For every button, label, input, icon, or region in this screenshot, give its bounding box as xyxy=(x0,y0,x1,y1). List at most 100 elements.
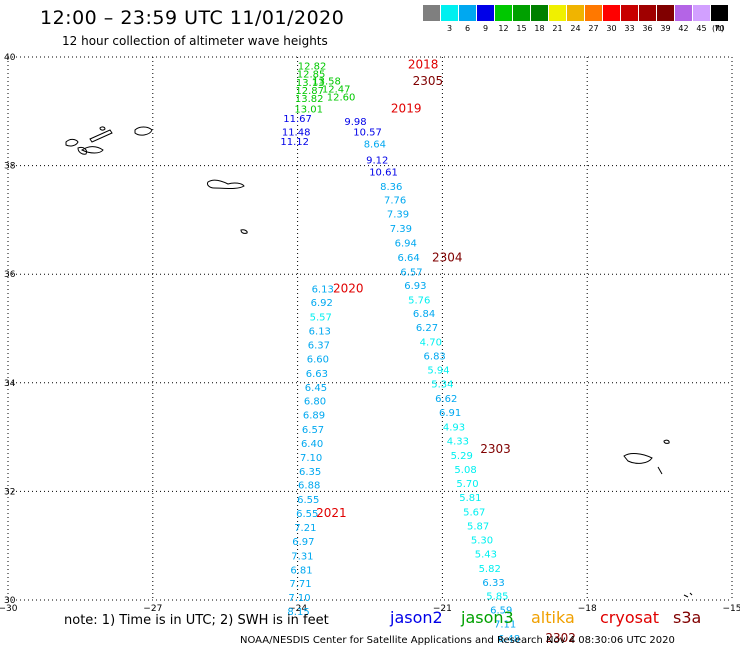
y-tick-label: 34 xyxy=(4,379,16,389)
swh-value: 6.62 xyxy=(435,394,457,405)
x-tick-label: −15 xyxy=(723,604,740,614)
legend-swatch-label: 42 xyxy=(678,24,689,33)
swh-value: 6.48 xyxy=(498,634,520,645)
island-santa-maria xyxy=(240,229,248,234)
legend-swatch xyxy=(585,5,602,21)
swh-value: 7.21 xyxy=(294,523,316,534)
y-tick-label: 36 xyxy=(4,270,16,280)
color-scale-legend: 3 6 9 12 15 18 21 24 27 30 33 36 39 42 45 70 xyxy=(423,5,729,35)
swh-value: 6.33 xyxy=(482,578,504,589)
swh-value: 6.13 xyxy=(312,285,334,296)
swh-value: 5.85 xyxy=(486,591,508,602)
swh-value: 6.83 xyxy=(424,351,446,362)
chart-subtitle: 12 hour collection of altimeter wave hei… xyxy=(62,34,328,48)
swh-value: 13.13 xyxy=(296,78,325,89)
swh-value: 6.91 xyxy=(439,408,461,419)
legend-swatch-label: 27 xyxy=(588,24,599,33)
legend-swatch xyxy=(711,5,728,21)
swh-value: 4.70 xyxy=(420,337,442,348)
legend-swatch-label: 24 xyxy=(570,24,581,33)
swh-value: 5.57 xyxy=(310,312,332,323)
swh-value: 6.92 xyxy=(311,298,333,309)
swh-value: 6.94 xyxy=(395,239,417,250)
x-tick-label: −27 xyxy=(143,604,162,614)
swh-value: 6.55 xyxy=(296,509,318,520)
track-time-label: 2305 xyxy=(413,74,444,88)
legend-swatch-label: 45 xyxy=(696,24,707,33)
swh-value: 6.27 xyxy=(416,323,438,334)
y-tick-label: 32 xyxy=(4,487,15,497)
island-canary-edge xyxy=(683,592,693,598)
y-tick-label: 30 xyxy=(4,596,16,606)
swh-value: 7.11 xyxy=(494,620,516,631)
track-time-label: 2020 xyxy=(333,282,364,296)
swh-value: 6.84 xyxy=(413,309,435,320)
legend-swatch-label: 15 xyxy=(516,24,527,33)
swh-value: 5.67 xyxy=(463,507,485,518)
x-tick-label: −21 xyxy=(433,604,452,614)
swh-value: 12.85 xyxy=(297,70,326,81)
track-time-label: 2302 xyxy=(545,631,576,645)
island-madeira xyxy=(623,453,653,464)
swh-value: 9.12 xyxy=(366,155,388,166)
x-tick-label: −30 xyxy=(0,604,18,614)
swh-value: 12.87 xyxy=(295,86,324,97)
track-time-label: 2019 xyxy=(391,101,422,115)
swh-value: 7.31 xyxy=(291,551,313,562)
legend-swatch-label: 70 xyxy=(714,24,725,33)
swh-value: 5.70 xyxy=(456,479,478,490)
legend-swatch xyxy=(495,5,512,21)
swh-value: 5.29 xyxy=(451,451,473,462)
swh-value: 8.15 xyxy=(287,607,309,618)
island-pico xyxy=(81,146,104,154)
swh-value: 12.47 xyxy=(322,84,351,95)
satellite-jason2: jason2 xyxy=(390,608,443,627)
swh-value: 4.93 xyxy=(443,423,465,434)
x-tick-label: −18 xyxy=(578,604,597,614)
footer-credit: NOAA/NESDIS Center for Satellite Applica… xyxy=(240,635,675,646)
legend-swatch xyxy=(639,5,656,21)
swh-value: 6.59 xyxy=(490,606,512,617)
swh-value: 6.37 xyxy=(308,341,330,352)
legend-swatch xyxy=(531,5,548,21)
swh-value: 5.76 xyxy=(408,296,430,307)
swh-value: 5.08 xyxy=(454,465,476,476)
swh-value: 6.64 xyxy=(397,253,419,264)
satellite-altika: altika xyxy=(531,608,575,627)
swh-value: 8.36 xyxy=(380,182,402,193)
swh-value: 8.64 xyxy=(364,140,386,151)
swh-value: 5.87 xyxy=(467,521,489,532)
legend-swatch-label: 30 xyxy=(606,24,617,33)
swh-value: 5.43 xyxy=(475,550,497,561)
legend-swatch-label: 12 xyxy=(498,24,509,33)
satellite-cryosat: cryosat xyxy=(600,608,660,627)
legend-swatch-label: 9 xyxy=(482,24,489,33)
legend-swatch xyxy=(549,5,566,21)
swh-value: 10.61 xyxy=(369,167,398,178)
swh-value: 13.58 xyxy=(312,77,341,88)
swh-value: 4.33 xyxy=(447,437,469,448)
legend-swatch xyxy=(513,5,530,21)
swh-value: 6.35 xyxy=(299,467,321,478)
island-terceira xyxy=(134,126,153,136)
swh-value: 6.97 xyxy=(292,537,314,548)
legend-swatch xyxy=(477,5,494,21)
track-time-label: 2021 xyxy=(316,506,347,520)
track-time-label: 2303 xyxy=(480,442,511,456)
swh-value: 6.13 xyxy=(309,326,331,337)
swh-value: 5.82 xyxy=(479,564,501,575)
swh-value: 6.81 xyxy=(290,565,312,576)
swh-value: 13.01 xyxy=(294,104,323,115)
legend-unit: (ft) xyxy=(712,24,725,33)
footer-note: note: 1) Time is in UTC; 2) SWH is in fe… xyxy=(64,613,329,628)
y-tick-label: 38 xyxy=(4,162,16,172)
legend-swatch-label: 21 xyxy=(552,24,563,33)
island-sao-jorge xyxy=(89,129,113,143)
chart-title: 12:00 – 23:59 UTC 11/01/2020 xyxy=(40,7,345,29)
swh-value: 6.89 xyxy=(303,411,325,422)
legend-swatch-label: 3 xyxy=(446,24,453,33)
swh-value: 7.10 xyxy=(300,453,322,464)
legend-swatch xyxy=(459,5,476,21)
swh-value: 7.10 xyxy=(288,593,310,604)
